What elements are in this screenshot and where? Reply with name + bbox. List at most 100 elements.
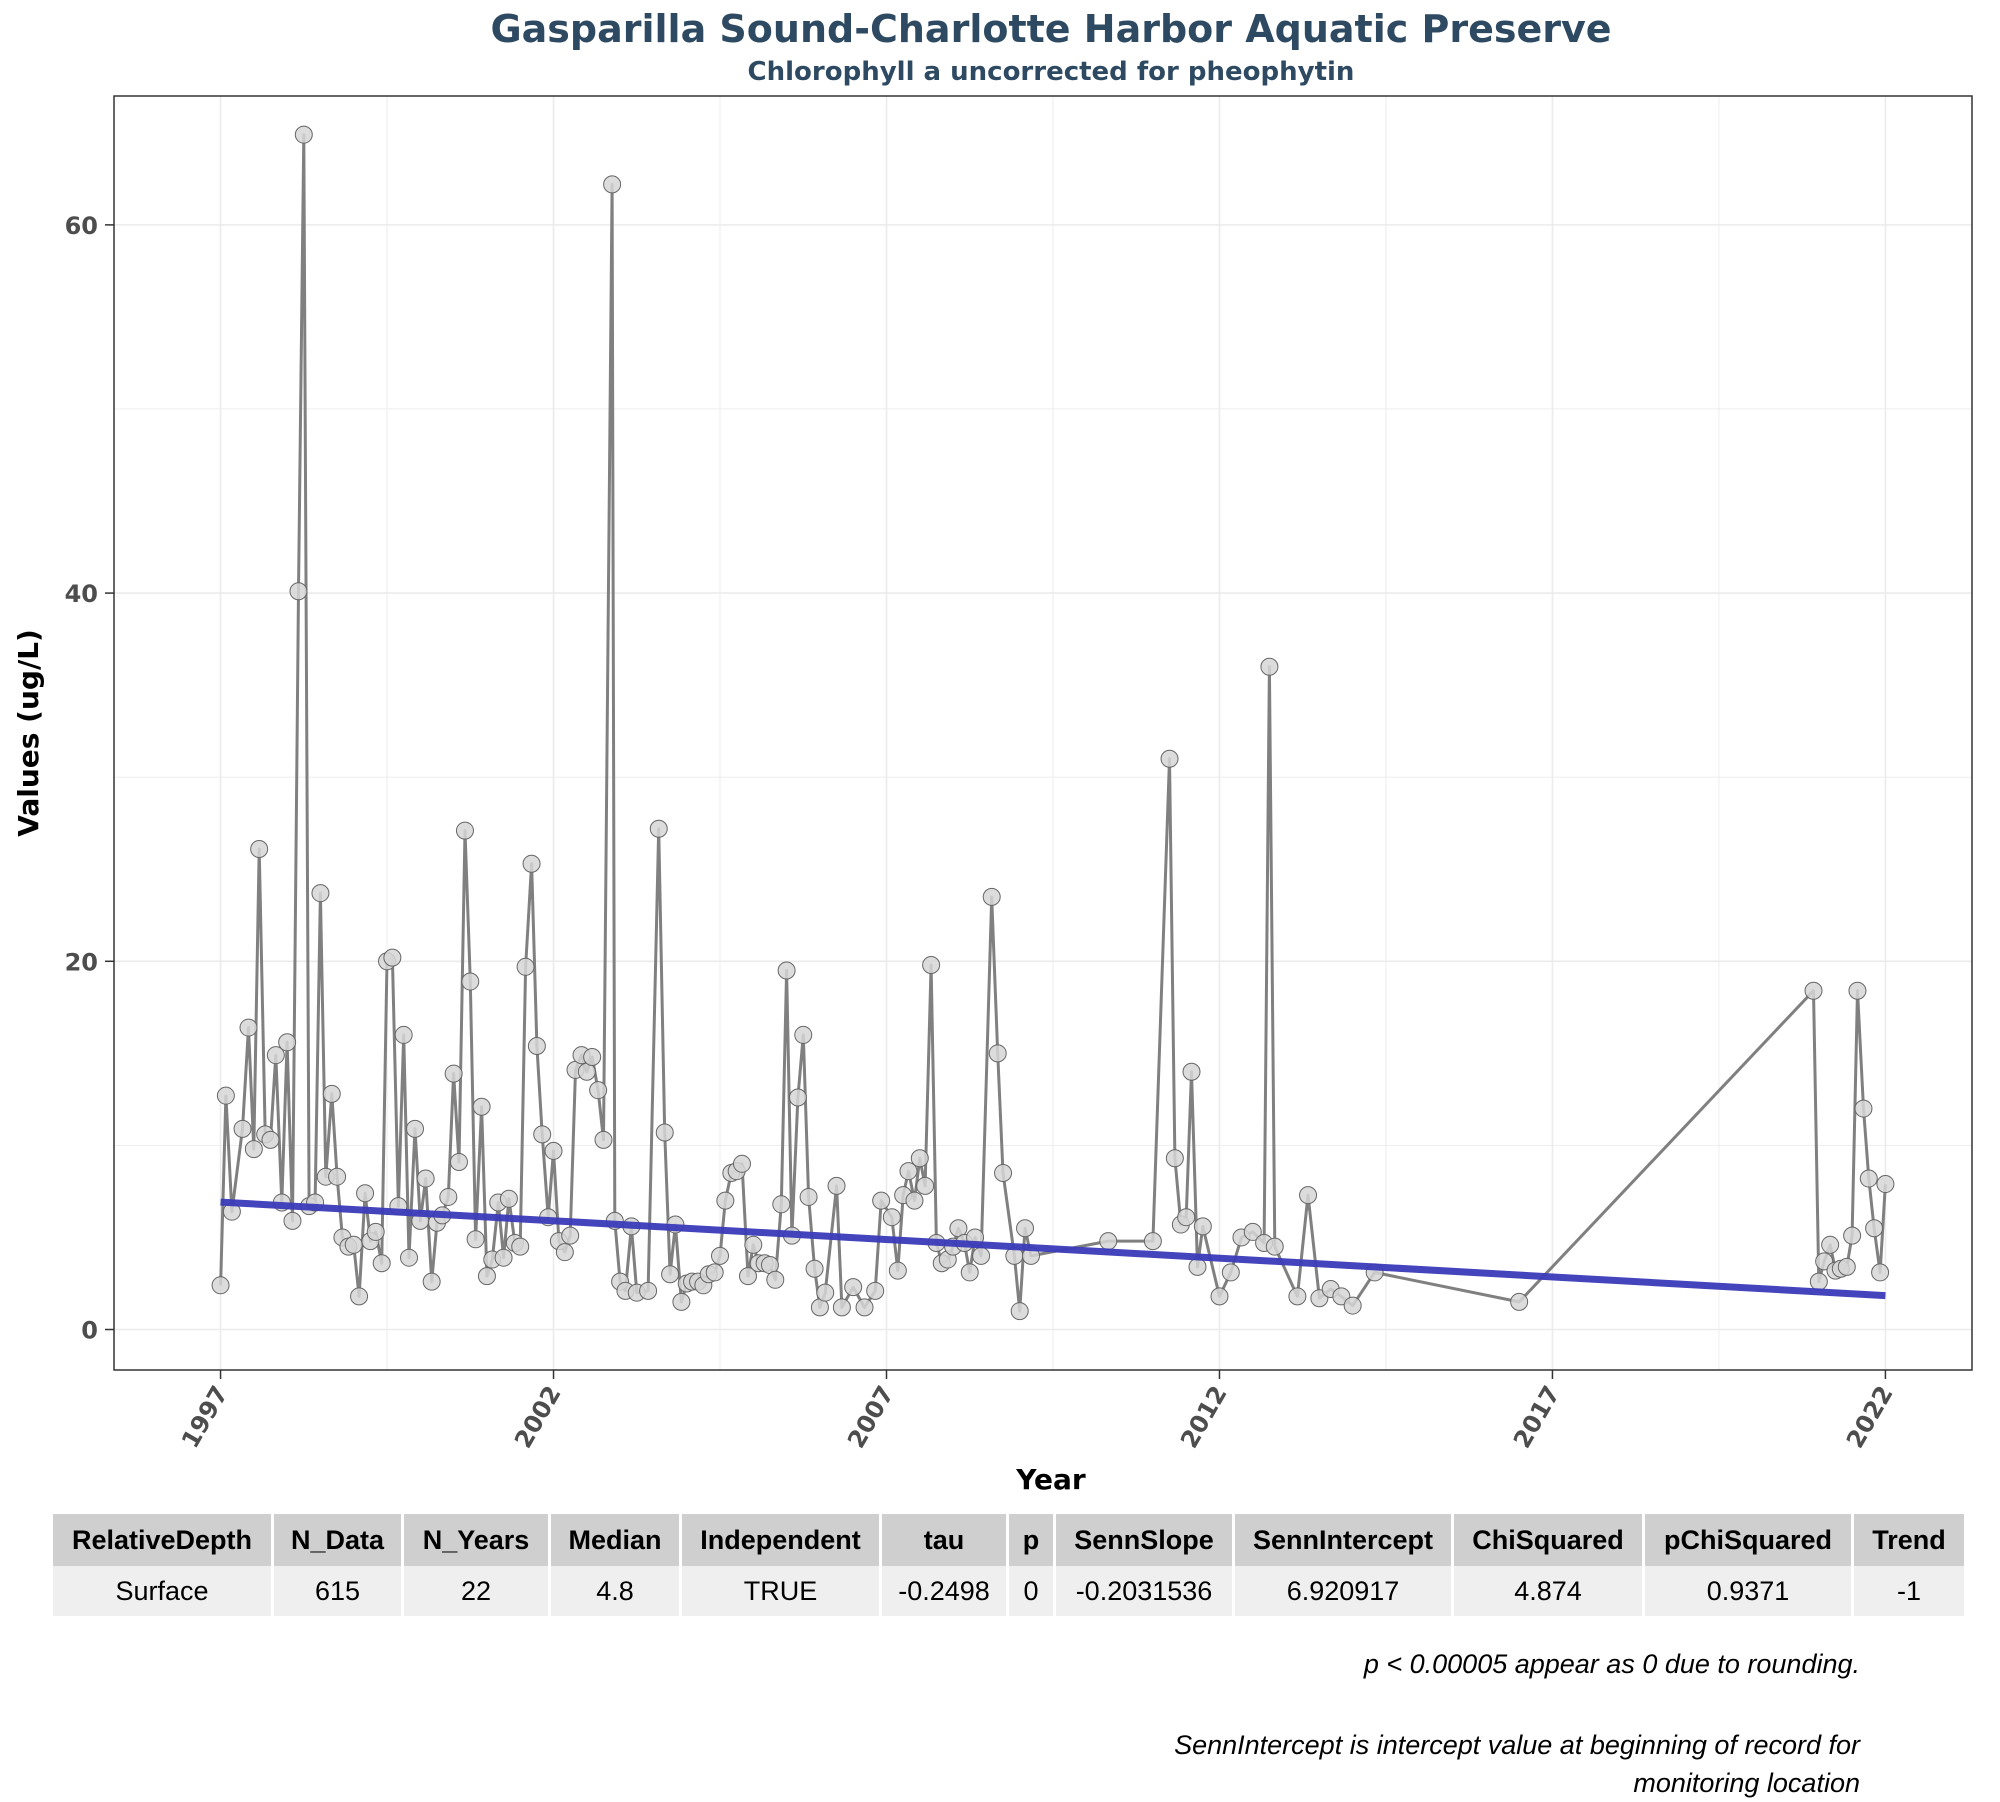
data-point [1804,981,1823,1000]
data-point [350,1287,369,1306]
x-axis-title: Year [1015,1463,1086,1496]
data-point [661,1265,680,1284]
data-point [1510,1292,1529,1311]
data-point [322,1084,341,1103]
data-point [827,1176,846,1195]
data-point [583,1048,602,1067]
y-tick-label: 40 [65,580,98,608]
data-point [294,125,313,144]
stats-body: Surface 615 22 4.8 TRUE -0.2498 0 -0.2031536 6.9… [53,1566,1964,1616]
data-point [603,175,622,194]
x-axis: 1997 2002 2007 2012 2017 2022 [176,1370,1899,1453]
stats-header-cell: N_Years [404,1514,548,1566]
stats-header-cell: RelativeDepth [53,1514,271,1566]
data-point [266,1046,285,1065]
data-point [1299,1186,1318,1205]
data-point [406,1119,425,1138]
data-point [1165,1149,1184,1168]
data-point [455,821,474,840]
data-point [772,1195,791,1214]
data-point [461,972,480,991]
data-point [910,1149,929,1168]
data-point [799,1187,818,1206]
data-point [1210,1287,1229,1306]
stats-table: RelativeDepth N_Data N_Years Median Independ… [50,1514,1967,1616]
data-point [1160,749,1179,768]
data-point [982,887,1001,906]
data-point [449,1152,468,1171]
data-point [466,1230,485,1249]
data-point [972,1246,991,1265]
stats-cell: -0.2031536 [1056,1566,1232,1616]
data-point [494,1248,513,1267]
y-tick-label: 20 [65,948,98,976]
stats-cell: 0.9371 [1645,1566,1851,1616]
data-point [472,1097,491,1116]
data-point [794,1025,813,1044]
data-point [444,1064,463,1083]
stats-cell: 22 [404,1566,548,1616]
data-point [639,1281,658,1300]
footnote-intercept: SennIntercept is intercept value at begi… [1174,1730,1860,1798]
data-point [905,1191,924,1210]
data-point [1016,1219,1035,1238]
data-point [816,1283,835,1302]
data-point [649,819,668,838]
data-point [1343,1296,1362,1315]
x-tick-label: 2002 [509,1381,567,1453]
data-point [916,1176,935,1195]
data-point [888,1261,907,1280]
data-point [1265,1237,1284,1256]
data-point [1099,1232,1118,1251]
data-point [239,1018,258,1037]
x-tick-label: 1997 [176,1381,234,1453]
data-point [516,957,535,976]
y-axis: 0 20 40 60 [65,212,114,1344]
y-axis-title: Values (ug/L) [12,629,45,837]
data-point [1843,1226,1862,1245]
data-point [872,1191,891,1210]
data-point [372,1254,391,1273]
data-point [988,1044,1007,1063]
data-point [844,1278,863,1297]
data-point [1809,1272,1828,1291]
data-point [832,1298,851,1317]
stats-header-cell: ChiSquared [1454,1514,1642,1566]
data-point [344,1235,363,1254]
stats-header-row: RelativeDepth N_Data N_Years Median Independ… [53,1514,1964,1566]
data-point [1177,1208,1196,1227]
data-point [383,948,402,967]
stats-cell: 0 [1009,1566,1053,1616]
x-tick-label: 2022 [1841,1381,1899,1453]
data-point [544,1141,563,1160]
stats-cell: TRUE [682,1566,879,1616]
data-point [522,854,541,873]
stats-cell: -0.2498 [882,1566,1006,1616]
data-point [366,1222,385,1241]
data-point [922,955,941,974]
data-point [1182,1062,1201,1081]
x-tick-label: 2017 [1508,1381,1566,1453]
data-point [1821,1235,1840,1254]
stats-cell: 4.874 [1454,1566,1642,1616]
data-point [356,1184,375,1203]
data-point [400,1248,419,1267]
data-point [805,1259,824,1278]
data-point [311,884,330,903]
data-point [477,1267,496,1286]
data-point [328,1167,347,1186]
stats-header-cell: p [1009,1514,1053,1566]
data-point [960,1263,979,1282]
y-tick-label: 0 [81,1316,98,1344]
data-point [1010,1302,1029,1321]
data-point [394,1025,413,1044]
data-point [533,1125,552,1144]
data-point [738,1267,757,1286]
data-point [422,1272,441,1291]
stats-header-cell: pChiSquared [1645,1514,1851,1566]
data-point [655,1123,674,1142]
stats-header-cell: Trend [1854,1514,1964,1566]
plot-panel [114,96,1972,1370]
data-point [882,1208,901,1227]
data-point [1848,981,1867,1000]
